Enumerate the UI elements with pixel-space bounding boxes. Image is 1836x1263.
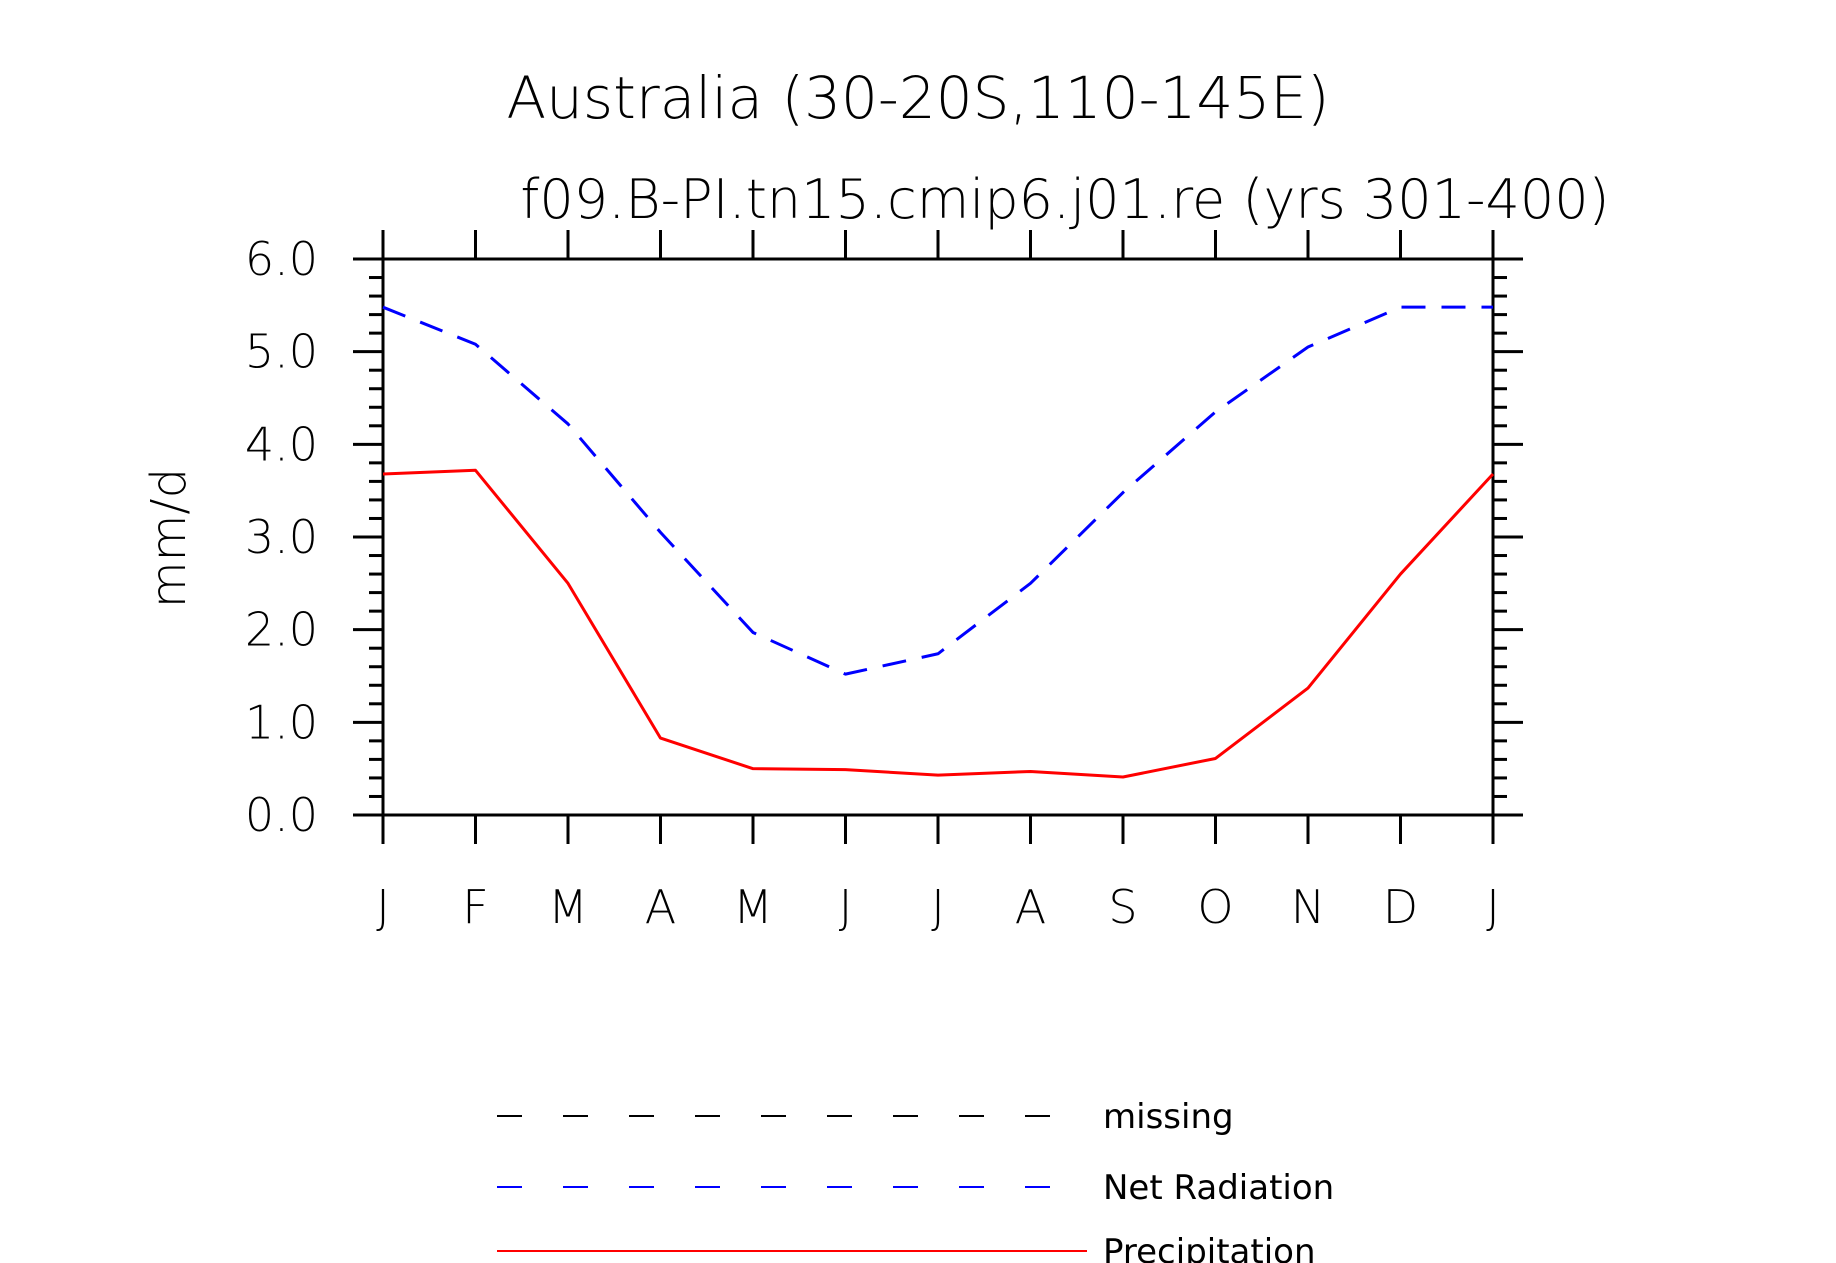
y-tick-label: 2.0	[245, 603, 318, 657]
x-tick-label: J	[931, 880, 945, 934]
x-tick-label: A	[645, 880, 676, 934]
x-tick-label: A	[1015, 880, 1046, 934]
x-tick-label: M	[548, 880, 588, 934]
y-tick-label: 5.0	[245, 325, 318, 379]
chart-title: Australia (30-20S,110-145E)	[506, 64, 1329, 132]
y-tick-label: 1.0	[245, 695, 318, 749]
x-tick-label: D	[1383, 880, 1418, 934]
x-tick-label: M	[733, 880, 773, 934]
chart-subtitle: f09.B-PI.tn15.cmip6.j01.re (yrs 301-400)	[520, 168, 1609, 231]
x-tick-label: J	[376, 880, 390, 934]
x-tick-label: S	[1108, 880, 1137, 934]
series-line-net-radiation	[382, 305, 1493, 676]
y-axis-label: mm/d	[141, 468, 197, 608]
legend-label-precipitation: Precipitation	[1103, 1232, 1316, 1263]
y-tick-label: 6.0	[245, 232, 318, 286]
plot-frame	[381, 257, 1495, 817]
legend-label-missing: missing	[1103, 1097, 1234, 1137]
x-tick-label: J	[1486, 880, 1500, 934]
x-tick-label: F	[462, 880, 488, 934]
x-tick-label: J	[839, 880, 853, 934]
series-line-precipitation	[382, 468, 1495, 779]
y-tick-label: 3.0	[245, 510, 318, 564]
y-tick-label: 0.0	[245, 788, 318, 842]
x-tick-label: O	[1197, 880, 1233, 934]
x-tick-label: N	[1291, 880, 1325, 934]
legend-label-net-radiation: Net Radiation	[1103, 1168, 1334, 1208]
y-tick-label: 4.0	[245, 417, 318, 471]
